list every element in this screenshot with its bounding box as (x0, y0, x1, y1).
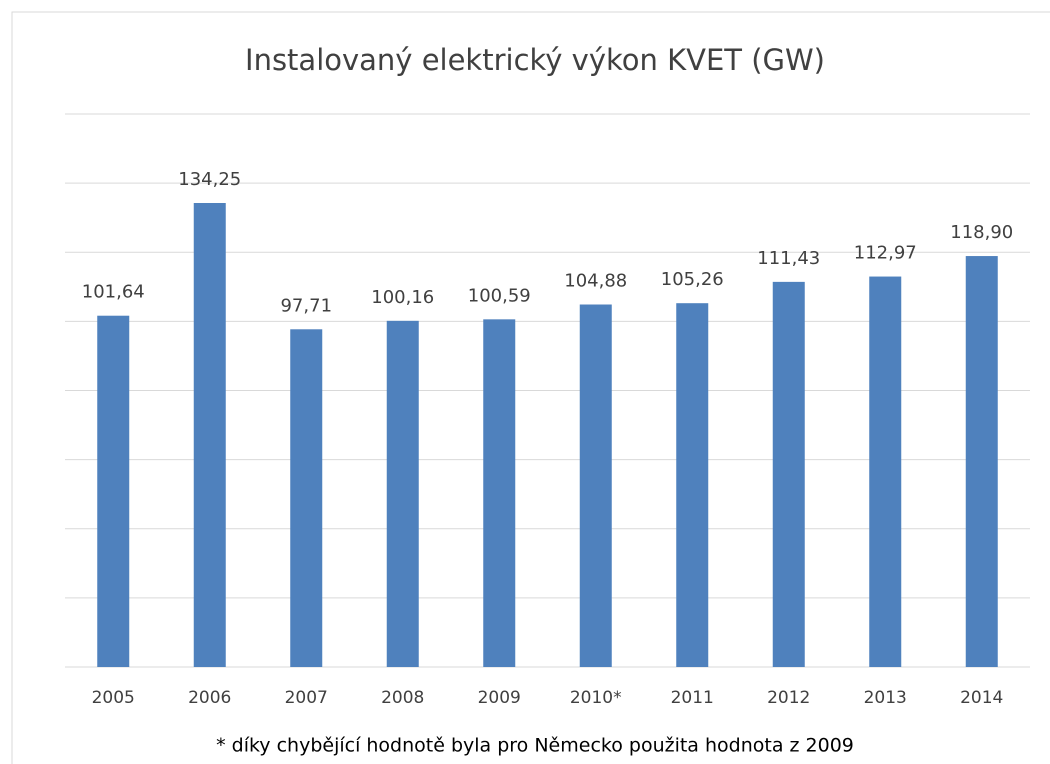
x-tick-label: 2010* (570, 688, 622, 708)
bar (193, 202, 226, 667)
data-label: 105,26 (661, 269, 724, 290)
data-label: 100,59 (468, 285, 531, 306)
x-tick-label: 2013 (864, 688, 907, 708)
data-label: 101,64 (82, 282, 145, 303)
bar (483, 319, 516, 667)
data-label: 134,25 (178, 169, 241, 190)
bar (676, 303, 709, 667)
bar (97, 315, 130, 667)
bar (965, 256, 998, 667)
data-label: 118,90 (950, 222, 1013, 243)
data-label: 100,16 (371, 287, 434, 308)
bar (772, 281, 805, 667)
bar (579, 304, 612, 667)
chart-title: Instalovaný elektrický výkon KVET (GW) (245, 43, 825, 77)
annotation: * díky chybějící hodnotě byla pro Německ… (216, 735, 854, 757)
x-tick-label: 2005 (92, 688, 135, 708)
data-label: 111,43 (757, 248, 820, 269)
x-tick-label: 2008 (381, 688, 424, 708)
data-label: 112,97 (854, 243, 917, 264)
data-label: 104,88 (564, 271, 627, 292)
bar (290, 329, 323, 667)
x-tick-label: 2012 (767, 688, 810, 708)
x-tick-label: 2014 (960, 688, 1003, 708)
x-tick-label: 2007 (285, 688, 328, 708)
x-tick-label: 2006 (188, 688, 231, 708)
data-label: 97,71 (280, 295, 332, 316)
chart-border (11, 11, 1050, 764)
x-tick-label: 2009 (478, 688, 521, 708)
bar (869, 276, 902, 667)
bar (386, 320, 419, 667)
x-tick-label: 2011 (671, 688, 714, 708)
